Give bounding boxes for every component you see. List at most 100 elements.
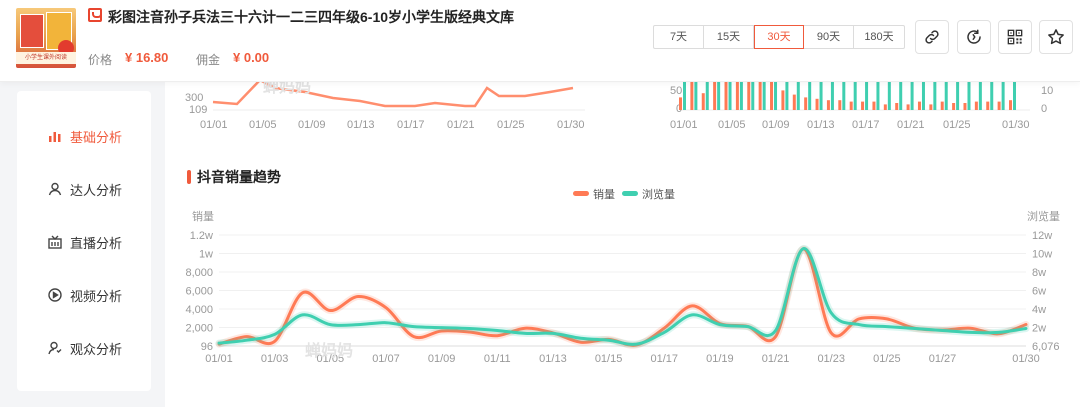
section-title: 抖音销量趋势 xyxy=(187,167,281,187)
svg-text:01/13: 01/13 xyxy=(347,119,375,131)
chart-series xyxy=(215,245,1030,349)
y-left-tick: 4,000 xyxy=(185,304,213,316)
top-left-chart: 300 109 蝉妈妈 01/01 01/05 01/09 01/13 01/1… xyxy=(185,82,585,131)
bar-sales xyxy=(872,101,876,110)
x-tick: 01/21 xyxy=(762,353,790,365)
favorite-button[interactable] xyxy=(1039,20,1073,54)
bar-views xyxy=(717,82,721,110)
svg-text:01/05: 01/05 xyxy=(249,119,277,131)
bar-views xyxy=(853,82,857,110)
range-180d-button[interactable]: 180天 xyxy=(864,31,894,43)
section-title-text: 抖音销量趋势 xyxy=(197,169,281,185)
svg-text:01/17: 01/17 xyxy=(397,119,425,131)
x-tick: 01/25 xyxy=(873,353,901,365)
sidebar-item-live-analysis[interactable]: 直播分析 xyxy=(48,232,122,252)
sidebar: 基础分析 达人分析 直播分析 视频分析 观众分析 xyxy=(17,91,151,391)
time-range-selector: 7天 15天 30天 90天 180天 xyxy=(653,25,905,49)
bar-views xyxy=(705,82,709,110)
copy-link-button[interactable] xyxy=(915,20,949,54)
y-left-tick: 96 xyxy=(201,341,213,353)
legend-label-sales: 销量 xyxy=(593,187,615,201)
sidebar-item-label: 直播分析 xyxy=(70,235,123,251)
legend-item-views[interactable]: 浏览量 xyxy=(622,187,675,201)
y-right-tick: 8w xyxy=(1032,267,1046,279)
product-thumbnail[interactable]: 小学生课外阅读 xyxy=(16,8,76,68)
refresh-icon xyxy=(967,29,981,44)
bar-sales xyxy=(1009,100,1012,110)
bar-views xyxy=(944,82,948,110)
x-axis-ticks: 01/01 01/03 01/05 01/07 01/09 01/11 01/13 01/15… xyxy=(205,353,1040,365)
y-right-tick: 6,076 xyxy=(1032,341,1060,353)
bar-views xyxy=(899,82,903,110)
bar-sales xyxy=(792,94,796,110)
svg-text:01/09: 01/09 xyxy=(298,119,326,131)
refresh-button[interactable] xyxy=(957,20,991,54)
bar-sales xyxy=(963,103,967,110)
bar-sales xyxy=(770,82,774,110)
bar-sales xyxy=(826,100,830,110)
bar-sales xyxy=(906,104,910,110)
bar-sales xyxy=(735,82,739,110)
bar-views xyxy=(1001,82,1005,110)
bar-views xyxy=(1013,82,1016,110)
sidebar-item-influencer-analysis[interactable]: 达人分析 xyxy=(48,179,122,199)
top-right-x-ticks: 01/01 01/05 01/09 01/13 01/17 01/21 01/2… xyxy=(670,119,1030,131)
top-left-x-ticks: 01/01 01/05 01/09 01/13 01/17 01/21 01/2… xyxy=(200,119,585,131)
bar-views xyxy=(796,82,800,110)
link-icon xyxy=(925,30,939,44)
bar-sales xyxy=(724,82,728,110)
bar-sales xyxy=(986,101,990,110)
bar-views xyxy=(990,82,994,110)
svg-text:01/01: 01/01 xyxy=(670,119,698,131)
bar-sales xyxy=(952,103,956,110)
svg-text:01/25: 01/25 xyxy=(943,119,971,131)
x-tick: 01/07 xyxy=(372,353,400,365)
y-left-tick: 1w xyxy=(199,249,213,261)
y-tick: 10 xyxy=(1041,85,1053,97)
legend-item-sales[interactable]: 销量 xyxy=(573,187,615,201)
bar-views xyxy=(967,82,971,110)
svg-text:01/05: 01/05 xyxy=(718,119,746,131)
bar-views xyxy=(876,82,880,110)
bar-views xyxy=(921,82,925,110)
audience-icon xyxy=(48,341,62,355)
x-tick: 01/09 xyxy=(428,353,456,365)
x-tick: 01/03 xyxy=(261,353,289,365)
bar-views xyxy=(739,82,743,110)
range-90d-button[interactable]: 90天 xyxy=(804,26,854,48)
range-15d-button[interactable]: 15天 xyxy=(704,26,754,48)
price-label: 价格 xyxy=(88,53,113,67)
svg-text:01/25: 01/25 xyxy=(497,119,525,131)
section-title-bar xyxy=(187,170,191,184)
svg-text:01/01: 01/01 xyxy=(200,119,228,131)
y-left-tick: 2,000 xyxy=(185,323,213,335)
main-content: 300 109 蝉妈妈 01/01 01/05 01/09 01/13 01/1… xyxy=(165,82,1080,407)
product-title[interactable]: 彩图注音孙子兵法三十六计一二三四年级6-10岁小学生版经典文库 xyxy=(108,9,515,25)
x-tick: 01/01 xyxy=(205,353,233,365)
bar-views xyxy=(830,82,834,110)
bar-sales xyxy=(701,93,705,110)
sidebar-item-video-analysis[interactable]: 视频分析 xyxy=(48,285,122,305)
sidebar-item-audience-analysis[interactable]: 观众分析 xyxy=(48,338,122,358)
bar-views xyxy=(910,82,914,110)
range-30d-button[interactable]: 30天 xyxy=(754,25,804,49)
x-tick: 01/30 xyxy=(1012,353,1040,365)
y-left-tick: 6,000 xyxy=(185,286,213,298)
y-axis-right-ticks: 6,076 2w 4w 6w 8w 10w 12w xyxy=(1032,230,1060,353)
bar-views xyxy=(842,82,846,110)
x-tick: 01/15 xyxy=(595,353,623,365)
y-tick: 109 xyxy=(189,104,207,116)
sidebar-item-basic-analysis[interactable]: 基础分析 xyxy=(48,126,122,146)
x-tick: 01/23 xyxy=(817,353,845,365)
range-7d-button[interactable]: 7天 xyxy=(654,26,704,48)
svg-text:01/09: 01/09 xyxy=(762,119,790,131)
bar-views xyxy=(683,82,686,110)
bar-sales xyxy=(917,101,921,110)
qrcode-button[interactable] xyxy=(998,20,1032,54)
legend-label-views: 浏览量 xyxy=(642,187,675,201)
sidebar-item-label: 基础分析 xyxy=(70,129,123,145)
series-line-views[interactable] xyxy=(217,247,1028,346)
bar-sales xyxy=(679,97,682,110)
sidebar-item-label: 视频分析 xyxy=(70,288,123,304)
svg-text:01/21: 01/21 xyxy=(897,119,925,131)
